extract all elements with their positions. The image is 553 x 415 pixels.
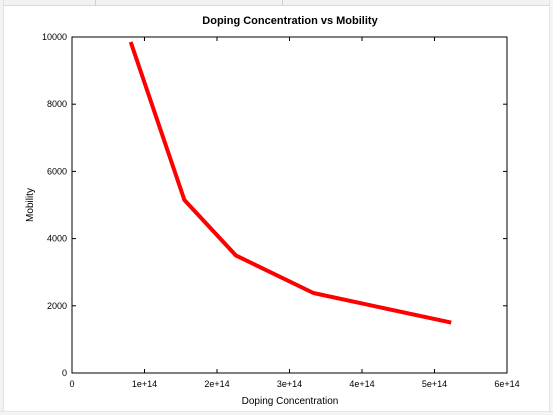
window-top-edge <box>0 0 553 6</box>
x-axis-label: Doping Concentration <box>242 396 339 407</box>
y-tick-label: 8000 <box>47 99 67 109</box>
window-right-edge <box>549 0 553 415</box>
x-tick-label: 3e+14 <box>277 379 302 389</box>
x-tick-label: 4e+14 <box>349 379 374 389</box>
frame-divider <box>95 0 96 5</box>
y-tick-label: 2000 <box>47 301 67 311</box>
chart-title: Doping Concentration vs Mobility <box>202 15 378 27</box>
y-tick-label: 6000 <box>47 166 67 176</box>
y-tick-label: 10000 <box>42 32 67 42</box>
series-layer <box>128 41 452 325</box>
series-line <box>128 41 452 325</box>
x-tick-label: 6e+14 <box>494 379 519 389</box>
x-tick-label: 5e+14 <box>422 379 447 389</box>
x-tick-label: 2e+14 <box>204 379 229 389</box>
y-axis-label: Mobility <box>25 188 36 222</box>
y-axis: 0 2000 4000 6000 8000 10000 <box>42 32 507 378</box>
x-tick-label: 1e+14 <box>132 379 157 389</box>
frame-divider <box>282 0 283 5</box>
y-tick-label: 4000 <box>47 234 67 244</box>
x-tick-label: 0 <box>69 379 74 389</box>
y-tick-label: 0 <box>62 368 67 378</box>
window-bottom-edge <box>0 411 553 415</box>
window-left-edge <box>0 0 4 415</box>
x-axis: 0 1e+14 2e+14 3e+14 4e+14 5e+14 6e+14 <box>69 37 520 389</box>
